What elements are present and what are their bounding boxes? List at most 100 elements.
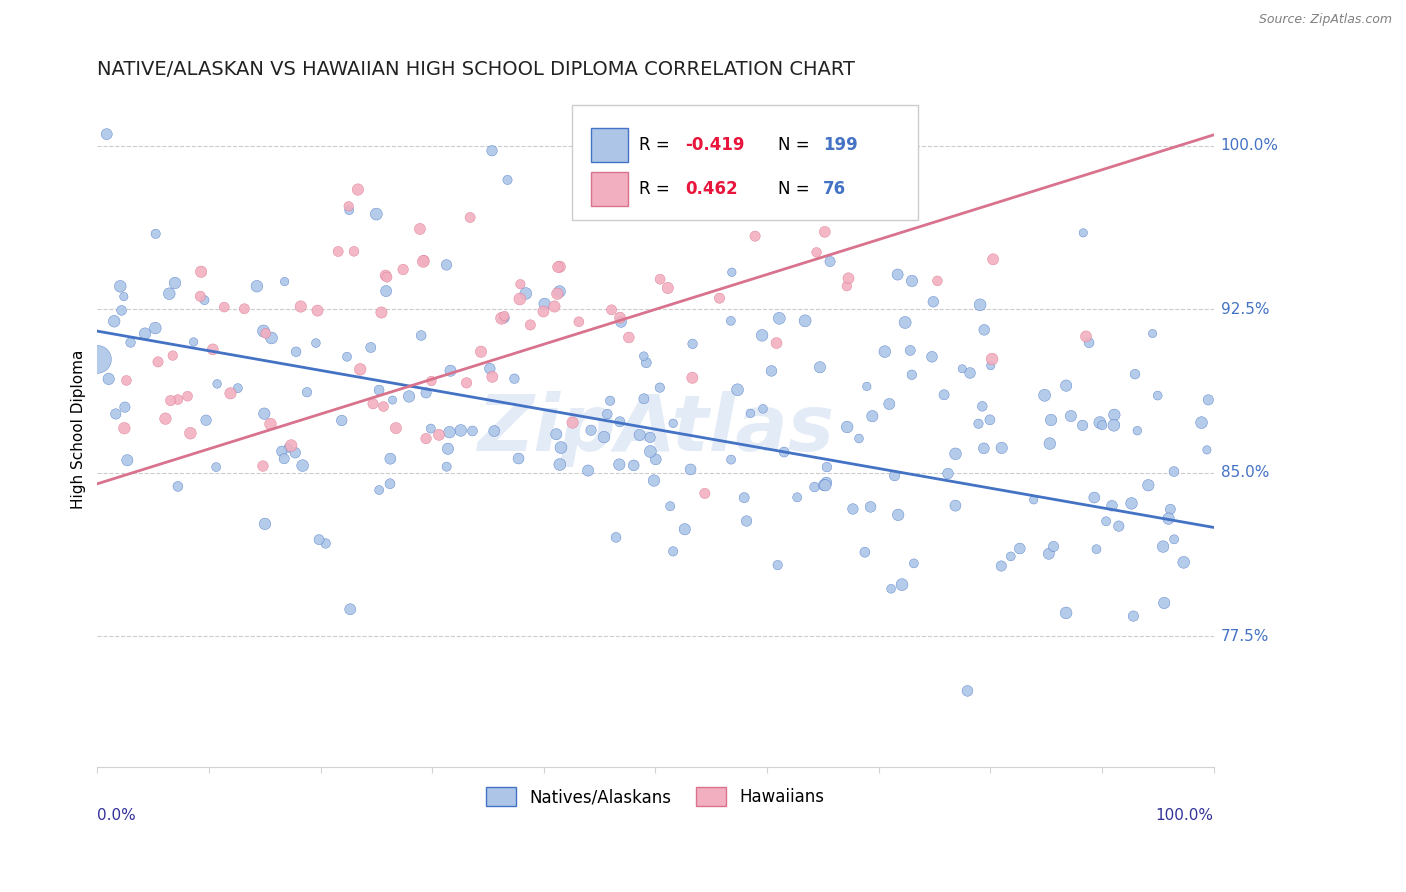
Point: [104, 407, 127, 421]
Point: [253, 516, 276, 531]
Point: [579, 423, 602, 437]
Point: [1078, 335, 1101, 350]
Point: [190, 289, 212, 303]
Text: 0.462: 0.462: [686, 180, 738, 198]
Point: [990, 559, 1012, 574]
Point: [814, 225, 837, 239]
Point: [751, 328, 773, 343]
Point: [1157, 511, 1180, 525]
Point: [436, 459, 458, 474]
Point: [927, 274, 949, 288]
Legend: Natives/Alaskans, Hawaiians: Natives/Alaskans, Hawaiians: [479, 780, 831, 813]
Point: [543, 300, 565, 314]
Point: [1153, 596, 1175, 610]
Point: [162, 349, 184, 363]
Point: [120, 335, 142, 350]
Point: [550, 441, 572, 455]
Point: [959, 366, 981, 380]
Point: [596, 407, 619, 421]
Point: [657, 281, 679, 295]
Text: ZipAtlas: ZipAtlas: [477, 392, 834, 467]
Point: [103, 314, 125, 328]
Point: [246, 279, 269, 293]
Point: [179, 426, 201, 441]
Point: [491, 311, 513, 326]
Point: [720, 314, 742, 328]
Point: [226, 381, 249, 395]
Point: [205, 460, 228, 475]
Point: [609, 415, 631, 429]
Point: [548, 260, 571, 274]
Point: [548, 285, 571, 299]
Point: [973, 442, 995, 456]
Point: [648, 272, 671, 286]
Point: [548, 458, 571, 472]
Point: [378, 476, 401, 491]
Point: [519, 318, 541, 332]
Point: [347, 182, 370, 196]
Point: [337, 203, 360, 218]
Text: 100.0%: 100.0%: [1220, 138, 1278, 153]
Point: [415, 386, 437, 401]
Point: [972, 400, 994, 414]
Text: R =: R =: [638, 136, 675, 154]
Point: [411, 328, 433, 343]
Point: [481, 369, 503, 384]
Point: [980, 359, 1002, 373]
Point: [1108, 519, 1130, 533]
Point: [374, 268, 396, 283]
Point: [115, 373, 138, 387]
Point: [427, 427, 450, 442]
Point: [253, 407, 276, 421]
Point: [515, 286, 537, 301]
Point: [860, 409, 883, 424]
Point: [366, 207, 388, 221]
Point: [887, 508, 910, 522]
Point: [1163, 533, 1185, 547]
Point: [1033, 388, 1056, 402]
Point: [212, 300, 235, 314]
Point: [110, 303, 132, 318]
Point: [803, 480, 825, 494]
Text: -0.419: -0.419: [686, 136, 745, 154]
Text: N =: N =: [779, 180, 815, 198]
Text: 100.0%: 100.0%: [1156, 808, 1213, 822]
Point: [415, 432, 437, 446]
Point: [679, 462, 702, 476]
Point: [284, 446, 307, 460]
Point: [461, 424, 484, 438]
Point: [903, 557, 925, 571]
Point: [735, 514, 758, 528]
Point: [315, 536, 337, 550]
Point: [260, 331, 283, 345]
Point: [1071, 418, 1094, 433]
Point: [950, 361, 973, 376]
Point: [786, 491, 808, 505]
Point: [307, 303, 329, 318]
Point: [290, 300, 312, 314]
Point: [990, 441, 1012, 455]
Point: [967, 417, 990, 431]
Point: [644, 452, 666, 467]
Point: [894, 316, 917, 330]
Point: [420, 374, 443, 388]
Text: 85.0%: 85.0%: [1220, 466, 1268, 481]
Point: [273, 275, 295, 289]
Point: [503, 372, 526, 386]
Point: [1101, 499, 1123, 513]
Point: [176, 389, 198, 403]
Point: [709, 291, 731, 305]
Point: [295, 385, 318, 400]
Point: [1095, 514, 1118, 528]
Text: Source: ZipAtlas.com: Source: ZipAtlas.com: [1258, 13, 1392, 27]
Point: [330, 413, 353, 427]
Point: [1121, 496, 1143, 510]
Point: [146, 355, 169, 369]
Point: [496, 173, 519, 187]
Point: [1074, 329, 1097, 343]
Point: [183, 334, 205, 349]
Point: [727, 383, 749, 397]
Point: [97, 372, 120, 386]
Point: [873, 344, 896, 359]
Point: [252, 324, 274, 338]
